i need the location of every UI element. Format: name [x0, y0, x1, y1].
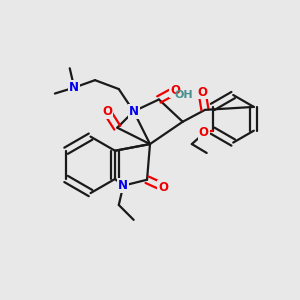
Text: N: N: [118, 179, 128, 192]
Text: O: O: [158, 181, 168, 194]
Text: N: N: [129, 105, 139, 118]
Text: O: O: [170, 84, 180, 97]
Text: O: O: [197, 85, 207, 98]
Text: O: O: [102, 105, 112, 118]
Text: OH: OH: [175, 90, 194, 100]
Text: N: N: [69, 81, 79, 94]
Text: O: O: [199, 126, 209, 139]
